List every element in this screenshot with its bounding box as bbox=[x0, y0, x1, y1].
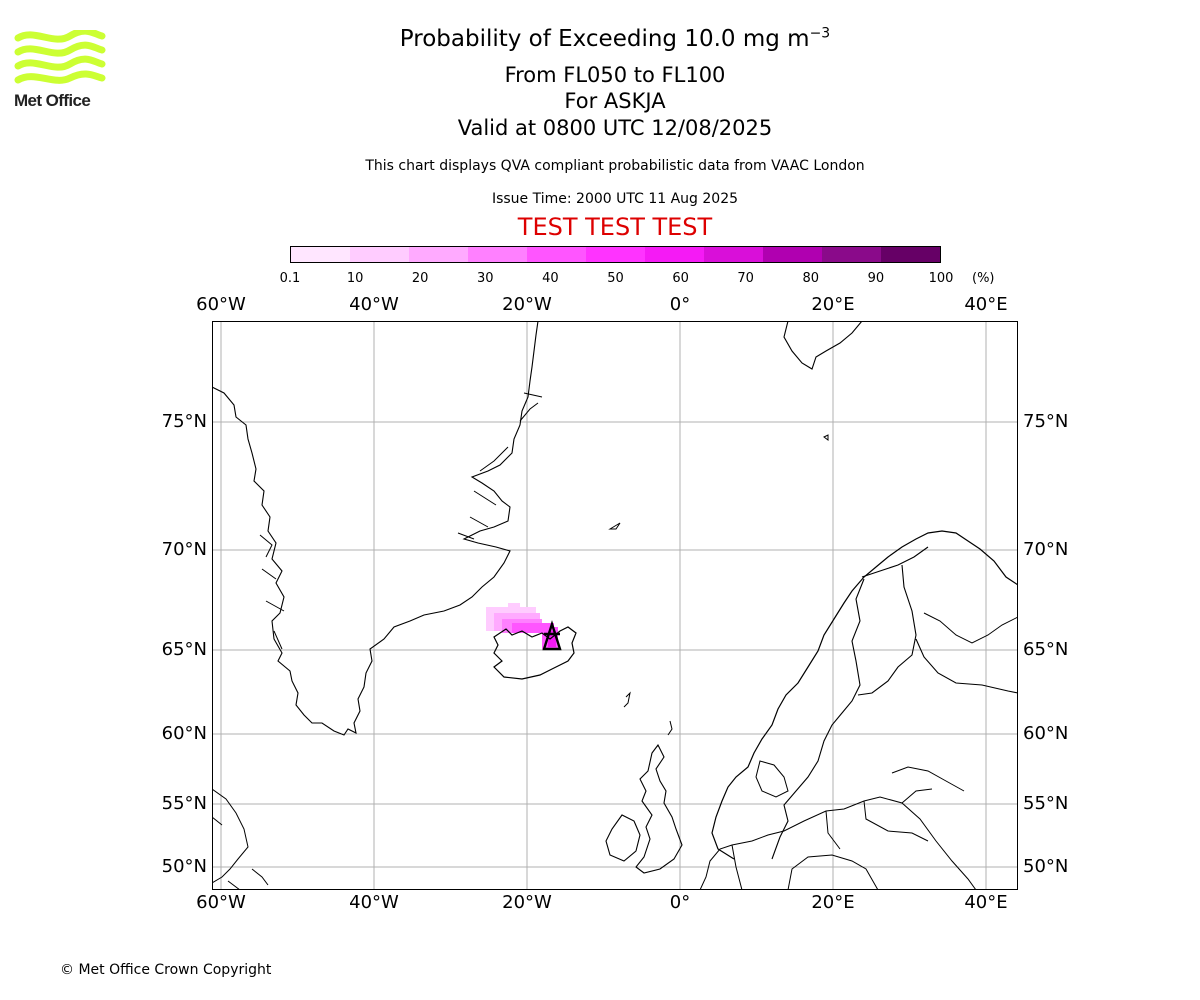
greenland-coastline bbox=[212, 321, 539, 736]
volcano-triangle-icon bbox=[542, 620, 562, 651]
longitude-label-bottom: 20°W bbox=[502, 892, 552, 913]
colorbar-tick-label: 10 bbox=[346, 271, 364, 286]
colorbar-segment bbox=[350, 247, 409, 262]
longitude-label-bottom: 0° bbox=[669, 892, 691, 913]
latitude-label-left: 50°N bbox=[161, 856, 207, 877]
colorbar-tick-label: 50 bbox=[607, 271, 624, 286]
svalbard-coastline bbox=[783, 321, 863, 370]
colorbar-tick-label: 30 bbox=[477, 271, 494, 286]
copyright-notice: © Met Office Crown Copyright bbox=[60, 962, 272, 978]
iceland-coastline bbox=[493, 626, 577, 680]
longitude-label-top: 20°E bbox=[811, 294, 855, 315]
great-britain-coastline bbox=[635, 743, 683, 874]
latitude-label-left: 75°N bbox=[161, 411, 207, 432]
longitude-label-top: 60°W bbox=[196, 294, 246, 315]
longitude-label-top: 0° bbox=[669, 294, 691, 315]
colorbar-segment bbox=[822, 247, 881, 262]
latitude-label-right: 65°N bbox=[1023, 639, 1069, 660]
probability-colorbar bbox=[290, 246, 941, 263]
colorbar-tick-label: 0.1 bbox=[279, 271, 301, 286]
colorbar-segment bbox=[291, 247, 350, 262]
longitude-label-bottom: 20°E bbox=[811, 892, 855, 913]
colorbar-tick-label: 70 bbox=[737, 271, 754, 286]
longitude-label-top: 40°W bbox=[349, 294, 399, 315]
colorbar-tick-label: 60 bbox=[672, 271, 689, 286]
colorbar-tick-label: 90 bbox=[867, 271, 885, 286]
colorbar-segment bbox=[527, 247, 586, 262]
ash-probability-field bbox=[486, 603, 558, 649]
flight-level-range: From FL050 to FL100 bbox=[504, 63, 726, 87]
issue-time: Issue Time: 2000 UTC 11 Aug 2025 bbox=[491, 191, 739, 207]
colorbar-segment bbox=[881, 247, 940, 262]
denmark-coastline bbox=[755, 760, 789, 798]
longitude-label-bottom: 60°W bbox=[196, 892, 246, 913]
chart-title-exponent: −3 bbox=[809, 25, 831, 42]
met-office-wave-icon bbox=[14, 27, 106, 84]
latitude-label-right: 75°N bbox=[1023, 411, 1069, 432]
baffin-labrador-coastline bbox=[212, 788, 269, 890]
met-office-logo: Met Office bbox=[14, 27, 106, 112]
latitude-label-right: 55°N bbox=[1023, 793, 1069, 814]
longitude-label-bottom: 40°E bbox=[964, 892, 1008, 913]
continental-europe-borders bbox=[699, 766, 977, 890]
norway-coastline bbox=[711, 530, 1018, 860]
longitude-label-top: 40°E bbox=[964, 294, 1008, 315]
colorbar-tick-label: 100 bbox=[928, 271, 954, 286]
chart-title-text: Probability of Exceeding 10.0 mg m bbox=[399, 26, 810, 52]
colorbar-tick-label: 40 bbox=[542, 271, 559, 286]
bear-island bbox=[823, 434, 829, 441]
colorbar-segment bbox=[704, 247, 763, 262]
latitude-label-right: 60°N bbox=[1023, 723, 1069, 744]
latitude-label-left: 55°N bbox=[161, 793, 207, 814]
colorbar-tick-label: 80 bbox=[802, 271, 820, 286]
map-background bbox=[212, 321, 1018, 890]
map-frame bbox=[212, 321, 1018, 890]
latitude-label-left: 70°N bbox=[161, 539, 207, 560]
met-office-logo-text: Met Office bbox=[14, 91, 91, 110]
longitude-label-top: 20°W bbox=[502, 294, 552, 315]
colorbar-segment bbox=[409, 247, 468, 262]
volcano-name: For ASKJA bbox=[564, 89, 666, 113]
jan-mayen bbox=[608, 522, 621, 530]
latitude-label-right: 70°N bbox=[1023, 539, 1069, 560]
map-panel[interactable] bbox=[212, 321, 1018, 890]
test-banner: TEST TEST TEST bbox=[517, 213, 713, 241]
longitude-label-bottom: 40°W bbox=[349, 892, 399, 913]
colorbar-tick-label: 20 bbox=[411, 271, 429, 286]
sweden-finland-outline bbox=[771, 546, 1018, 860]
greenland-fjords bbox=[259, 392, 543, 650]
colorbar-segment bbox=[586, 247, 645, 262]
chart-title: Probability of Exceeding 10.0 mg m−3 bbox=[0, 26, 1200, 52]
ireland-coastline bbox=[605, 814, 641, 862]
kola-peninsula bbox=[923, 612, 1018, 644]
latitude-label-right: 50°N bbox=[1023, 856, 1069, 877]
chart-description: This chart displays QVA compliant probab… bbox=[365, 158, 865, 174]
faroe-islands bbox=[623, 691, 631, 708]
latitude-label-left: 60°N bbox=[161, 723, 207, 744]
colorbar-segment bbox=[645, 247, 704, 262]
colorbar-segment bbox=[468, 247, 527, 262]
valid-time: Valid at 0800 UTC 12/08/2025 bbox=[457, 116, 773, 140]
shetland-islands bbox=[667, 720, 673, 736]
latitude-label-left: 65°N bbox=[161, 639, 207, 660]
colorbar-segment bbox=[763, 247, 822, 262]
colorbar-units: (%) bbox=[972, 271, 995, 286]
